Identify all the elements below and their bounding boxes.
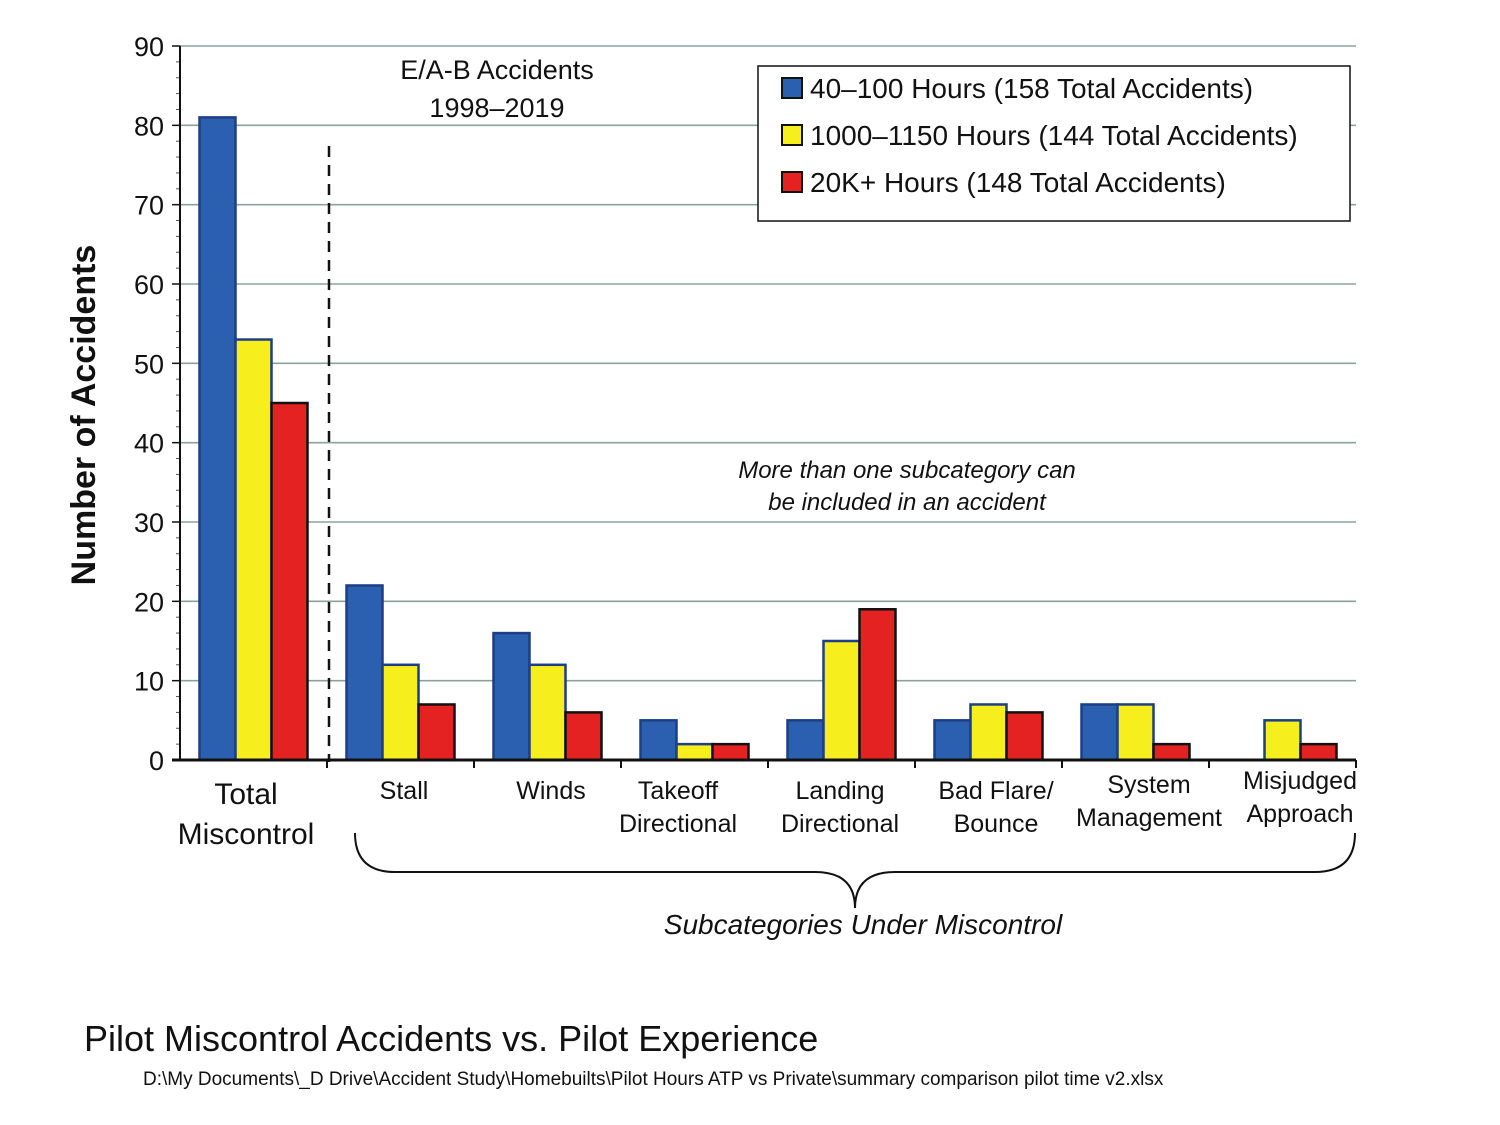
bar [639, 719, 678, 762]
dataset-label: E/A-B Accidents 1998–2019 [400, 55, 594, 123]
legend-box [757, 65, 1351, 222]
y-tick-label: 30 [134, 508, 164, 538]
bar [492, 631, 531, 762]
x-category-label: Landing [796, 777, 885, 805]
brace-label: Subcategories Under Miscontrol [664, 909, 1063, 940]
bar [234, 338, 273, 762]
bar [345, 584, 384, 762]
y-axis-title: Number of Accidents [65, 245, 103, 586]
bar [198, 116, 237, 762]
bar [417, 703, 456, 762]
x-category-label: Directional [619, 810, 737, 838]
y-tick-label: 80 [134, 111, 164, 141]
legend: 40–100 Hours (158 Total Accidents) 1000–1… [757, 65, 1351, 222]
bar [270, 401, 309, 762]
dataset-label-line: 1998–2019 [429, 93, 564, 123]
x-category-label: System [1107, 771, 1190, 799]
x-category-label: Misjudged [1243, 767, 1357, 795]
chart-title: Pilot Miscontrol Accidents vs. Pilot Exp… [84, 1018, 819, 1059]
x-category-label: Total [214, 778, 277, 811]
x-category-label: Approach [1246, 800, 1353, 828]
y-tick-label: 70 [134, 191, 164, 221]
legend-swatch [781, 77, 803, 99]
y-tick-label: 10 [134, 667, 164, 697]
subcategory-brace: Subcategories Under Miscontrol [354, 832, 1356, 940]
x-category-label: Winds [516, 777, 585, 805]
bar [711, 742, 750, 762]
bar [1080, 703, 1119, 762]
y-tick-label: 60 [134, 270, 164, 300]
x-category-label: Takeoff [638, 777, 718, 805]
bar [381, 663, 420, 762]
x-category-label: Directional [781, 810, 899, 838]
bar [1152, 742, 1191, 762]
bar [675, 742, 714, 762]
subcategory-note: More than one subcategory can be include… [738, 457, 1076, 516]
bar [786, 719, 825, 762]
legend-swatch [781, 124, 803, 146]
brace-shape [354, 832, 1356, 909]
x-category-label: Management [1076, 804, 1222, 832]
legend-swatch [781, 171, 803, 193]
bar [564, 711, 603, 762]
bar [1116, 703, 1155, 762]
legend-label: 40–100 Hours (158 Total Accidents) [810, 73, 1253, 104]
y-tick-label: 0 [149, 746, 164, 776]
bar [1263, 719, 1302, 762]
bar [528, 663, 567, 762]
axes [172, 45, 1357, 768]
source-file-path: D:\My Documents\_D Drive\Accident Study\… [143, 1069, 1164, 1090]
y-tick-label: 50 [134, 349, 164, 379]
y-tick-label: 40 [134, 429, 164, 459]
x-category-label: Miscontrol [178, 818, 315, 851]
y-tick-label: 90 [134, 32, 164, 62]
note-line: More than one subcategory can [738, 457, 1076, 484]
x-category-label: Bounce [954, 810, 1039, 838]
axis-labels: 0 10 20 30 40 50 60 70 80 90 Total Miscontrol Stall W… [134, 32, 1357, 851]
bars [198, 116, 1338, 762]
bar [969, 703, 1008, 762]
y-tick-label: 20 [134, 587, 164, 617]
x-category-label: Stall [380, 777, 429, 805]
dataset-label-line: E/A-B Accidents [400, 55, 594, 85]
bar [822, 639, 861, 762]
note-line: be included in an accident [768, 489, 1047, 516]
legend-label: 1000–1150 Hours (144 Total Accidents) [810, 120, 1298, 151]
bar [858, 608, 897, 762]
bar [1299, 742, 1338, 762]
legend-label: 20K+ Hours (148 Total Accidents) [810, 167, 1226, 198]
x-category-label: Bad Flare/ [938, 777, 1053, 805]
bar [933, 719, 972, 762]
bar [1005, 711, 1044, 762]
